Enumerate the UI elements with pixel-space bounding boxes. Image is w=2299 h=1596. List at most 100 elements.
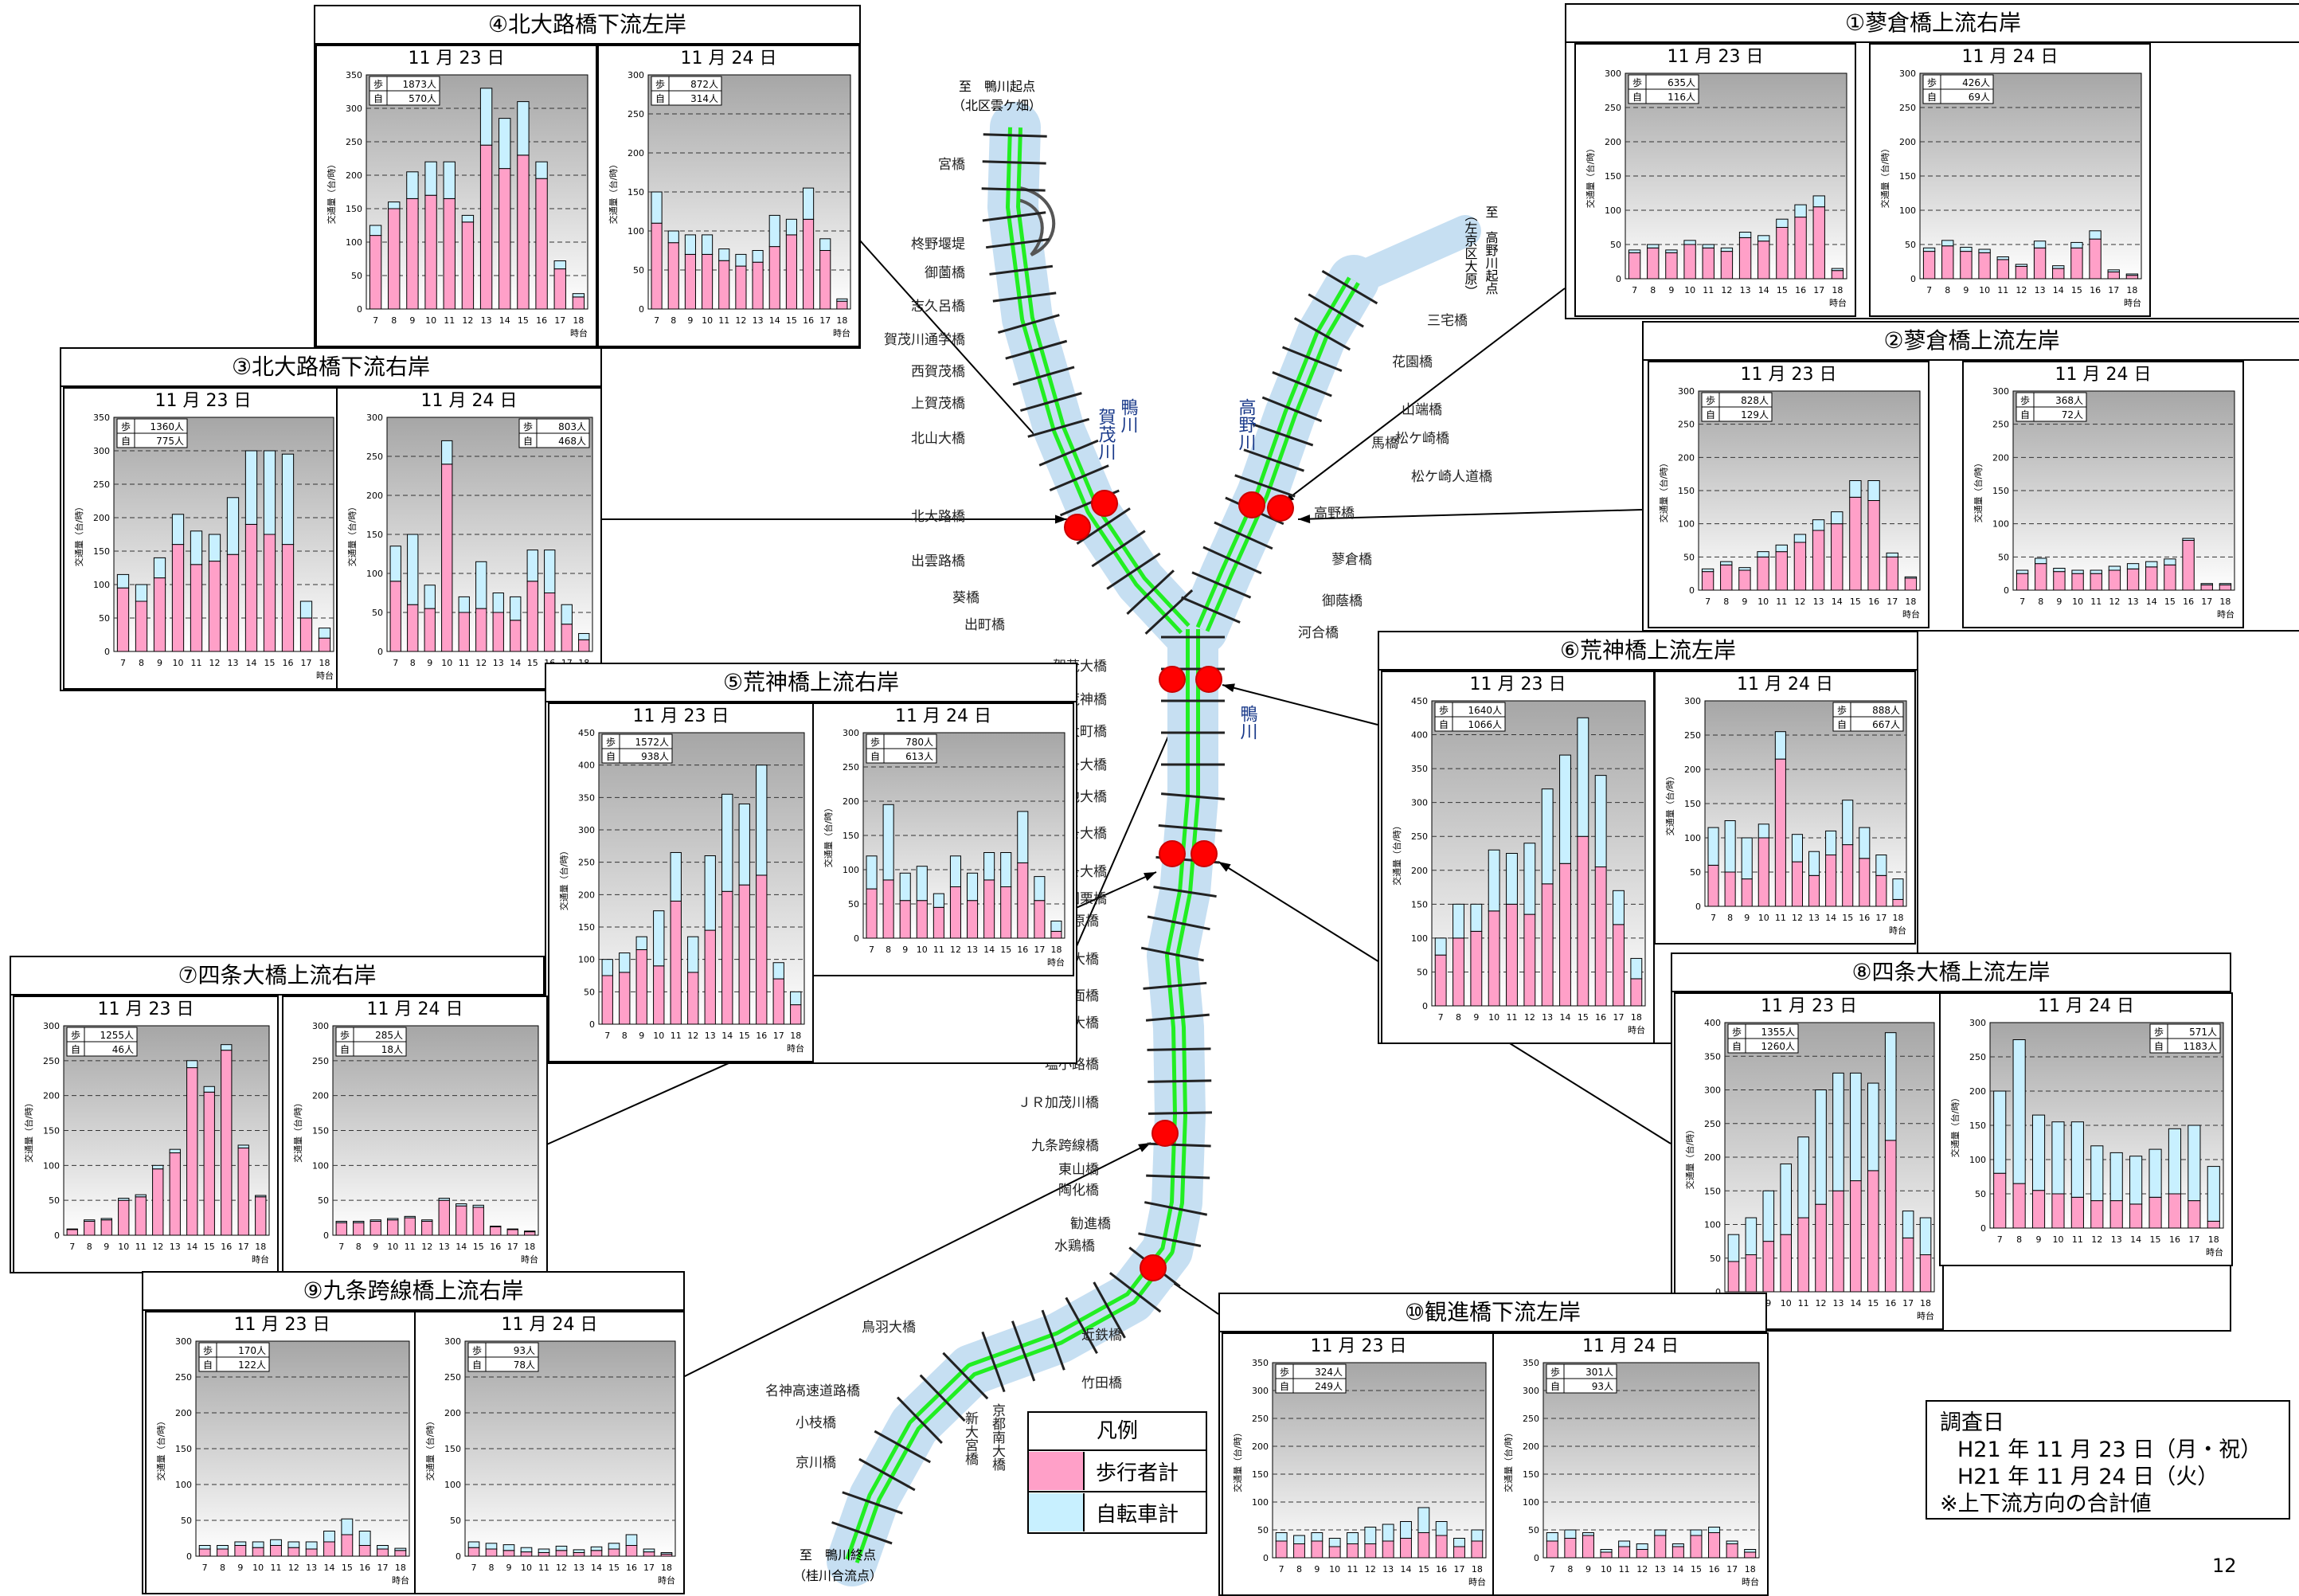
x-tick-label: 10 [1979, 285, 1990, 295]
bridge-label: 上賀茂橋 [911, 396, 965, 412]
bridge-tick [981, 1331, 1006, 1393]
y-tick-label: 250 [1704, 1119, 1721, 1129]
bar-bicycle [270, 1539, 282, 1546]
bar-pedestrian [1707, 864, 1719, 907]
y-tick-label: 200 [1704, 1152, 1721, 1163]
bar-bicycle [651, 191, 663, 224]
bridge-tick [1020, 392, 1082, 413]
bridge-tick [874, 1430, 931, 1464]
x-tick-label: 11 [135, 1242, 147, 1252]
x-tick-label: 18 [661, 1563, 672, 1573]
survey-marker [1238, 491, 1265, 518]
plot-area [1272, 1362, 1487, 1559]
bar-pedestrian [1738, 237, 1752, 280]
x-tick-label: 9 [1742, 597, 1747, 607]
bar-pedestrian [524, 1231, 536, 1236]
x-tick-label: 12 [1816, 1298, 1827, 1308]
x-tick-label: 17 [1875, 913, 1887, 923]
bridge-label: 御蔭橋 [1322, 593, 1363, 609]
bar-pedestrian [687, 972, 699, 1025]
y-tick-label: 0 [1695, 902, 1701, 912]
x-tick-label: 14 [1758, 285, 1769, 295]
bridge-tick [1144, 1201, 1208, 1216]
x-tick-label: 9 [506, 1563, 512, 1573]
bar-pedestrian [1996, 259, 2009, 280]
bar-bicycle [281, 453, 295, 546]
x-tick-label: 10 [702, 315, 713, 326]
x-axis-label: 時台 [1468, 1576, 1486, 1587]
bar-bicycle [1654, 1529, 1667, 1536]
y-tick-label: 0 [1534, 1553, 1539, 1563]
bridge-tick [981, 187, 1046, 192]
bar-pedestrian [318, 637, 331, 652]
y-tick-label: 200 [1969, 1086, 1986, 1097]
bar-chart-p5-2: 11 月 24 日 0 50 100 150 200 250 300 交通量（台/時） 7 8 9 10… [812, 702, 1074, 976]
x-tick-label: 18 [1920, 1298, 1931, 1308]
bridge-tick [1027, 417, 1090, 438]
bridge-tick [1011, 1320, 1036, 1382]
chart-svg: 11 月 24 日 0 50 100 150 200 250 300 交通量（台/時） 7 8 9 10… [608, 49, 851, 338]
bar-chart-p3-1: 11 月 23 日 0 50 100 150 200 250 300 350 交通量（台/時） 7 8… [63, 387, 343, 690]
bar-bicycle [660, 1552, 673, 1555]
bar-pedestrian [916, 900, 928, 939]
chart-date-label: 11 月 23 日 [1470, 675, 1566, 694]
x-tick-label: 12 [1721, 285, 1732, 295]
bicycle-label: 自 [472, 1359, 482, 1371]
bar-bicycle [263, 450, 276, 535]
bar-bicycle [2033, 241, 2047, 248]
x-tick-label: 15 [1578, 1012, 1589, 1023]
chart-svg: 11 月 23 日 0 50 100 150 200 250 300 350 400 450 交通量（… [1391, 675, 1646, 1035]
bar-pedestrian [1831, 270, 1844, 280]
x-tick-label: 15 [1777, 285, 1788, 295]
bar-bicycle [738, 803, 750, 886]
bridge-tick [1005, 339, 1068, 360]
river-name-kamo-main: 鴨川 [1237, 705, 1258, 740]
bar-pedestrian [1630, 978, 1643, 1007]
x-axis-label: 時台 [521, 1254, 538, 1265]
bar-bicycle [169, 1148, 181, 1154]
bar-bicycle [601, 959, 613, 976]
bar-bicycle [492, 593, 504, 613]
bar-pedestrian [836, 300, 848, 310]
bar-bicycle [2035, 557, 2047, 565]
bar-pedestrian [2012, 1183, 2026, 1229]
bar-pedestrian [323, 1541, 335, 1557]
y-tick-label: 0 [589, 1019, 595, 1030]
bar-bicycle [394, 1547, 407, 1551]
x-tick-label: 17 [2201, 597, 2212, 607]
y-axis-label: 交通量（台/時） [326, 160, 337, 225]
bar-bicycle [836, 298, 848, 302]
bar-pedestrian [635, 949, 647, 1025]
chart-date-label: 11 月 24 日 [895, 706, 991, 726]
bar-bicycle [756, 765, 768, 876]
x-tick-label: 14 [455, 1242, 467, 1252]
y-tick-label: 50 [99, 613, 110, 624]
bar-pedestrian [441, 464, 453, 652]
bar-pedestrian [2033, 247, 2047, 280]
x-tick-label: 15 [1691, 1564, 1702, 1574]
bar-bicycle [1859, 827, 1871, 859]
x-tick-label: 10 [2052, 1234, 2063, 1245]
x-tick-label: 8 [1567, 1564, 1573, 1574]
bar-bicycle [2129, 1156, 2143, 1205]
bridge-label: 東山橋 [1058, 1162, 1099, 1178]
x-tick-label: 10 [1758, 913, 1769, 923]
bar-chart-p5-1: 11 月 23 日 0 50 100 150 200 250 300 350 400 450 交通量（… [548, 702, 814, 1062]
bar-chart-p2-1: 11 月 23 日 0 50 100 150 200 250 300 交通量（台/時） 7 8 9 10… [1648, 361, 1930, 628]
bar-pedestrian [1720, 251, 1734, 280]
legend-title: 凡例 [1029, 1413, 1206, 1451]
bar-bicycle [1815, 1089, 1827, 1205]
y-tick-label: 300 [346, 104, 362, 114]
bicycle-total: 69人 [1969, 92, 1990, 103]
bar-bicycle [2070, 1121, 2084, 1198]
y-tick-label: 200 [1684, 765, 1701, 775]
x-tick-label: 12 [950, 945, 961, 955]
x-tick-label: 17 [2108, 285, 2119, 295]
y-axis-label: 交通量（台/時） [424, 1417, 436, 1481]
bar-pedestrian [1435, 1535, 1448, 1559]
bar-bicycle [1701, 568, 1714, 573]
x-tick-label: 18 [255, 1242, 266, 1252]
x-tick-label: 18 [1905, 597, 1916, 607]
x-tick-label: 11 [271, 1563, 282, 1573]
